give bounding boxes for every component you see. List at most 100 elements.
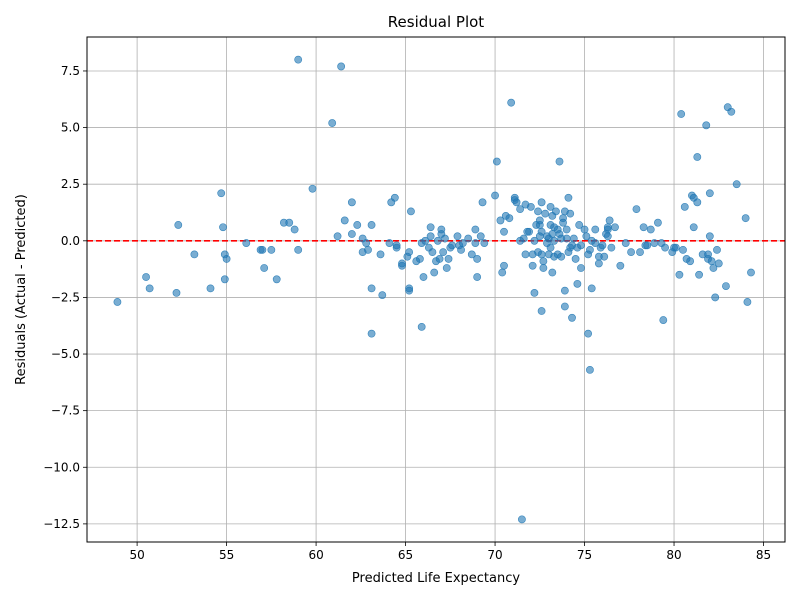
data-point: [541, 209, 550, 218]
data-point: [417, 322, 426, 331]
data-point: [142, 273, 150, 281]
data-point: [496, 216, 505, 225]
data-point: [539, 264, 548, 272]
y-tick-label: 2.5: [61, 177, 80, 191]
data-point: [587, 284, 596, 293]
y-tick-label: −2.5: [51, 290, 80, 304]
y-tick-label: 0.0: [61, 234, 80, 248]
data-point: [464, 234, 473, 243]
data-point: [713, 245, 721, 254]
data-point: [586, 365, 594, 374]
data-point: [568, 313, 576, 322]
data-point: [145, 284, 154, 293]
data-point: [390, 193, 399, 202]
data-point: [491, 191, 499, 200]
data-point: [347, 198, 356, 207]
x-tick-label: 70: [487, 548, 502, 562]
data-point: [471, 239, 480, 247]
data-point: [591, 225, 600, 234]
data-point: [498, 268, 507, 277]
plot-area-frame: [86, 36, 786, 543]
data-point: [679, 245, 687, 254]
data-point: [294, 245, 303, 254]
data-point: [492, 157, 501, 166]
data-point: [457, 245, 465, 254]
data-point: [448, 241, 457, 250]
data-point: [535, 221, 544, 229]
data-point: [258, 245, 267, 254]
data-point: [639, 223, 648, 232]
data-point: [308, 184, 317, 193]
data-point: [741, 214, 750, 223]
data-point: [426, 232, 435, 241]
data-point: [260, 264, 269, 272]
x-tick-label: 80: [666, 548, 681, 562]
data-point: [693, 198, 702, 207]
data-point: [709, 264, 718, 272]
data-point: [272, 275, 281, 284]
data-point: [702, 121, 711, 130]
y-axis-ticks: −12.5 −10.0 −7.5 −5.0 −2.5 0.0 2.5 5.0 7.5: [43, 64, 87, 531]
data-points: [113, 55, 755, 524]
y-axis-title: Residuals (Actual - Predicted): [14, 194, 29, 385]
y-tick-label: 7.5: [61, 64, 80, 78]
x-tick-label: 60: [308, 548, 323, 562]
data-point: [340, 216, 349, 225]
y-tick-label: 5.0: [61, 121, 80, 135]
data-point: [714, 259, 723, 268]
data-point: [392, 241, 401, 250]
data-point: [534, 207, 542, 216]
data-point: [550, 236, 559, 245]
data-point: [560, 286, 569, 295]
data-point: [347, 230, 356, 238]
data-point: [364, 245, 372, 254]
chart-title: Residual Plot: [388, 13, 485, 31]
data-point: [190, 250, 199, 259]
data-point: [419, 273, 428, 281]
data-point: [675, 270, 684, 279]
x-tick-label: 85: [756, 548, 771, 562]
data-point: [337, 62, 346, 71]
data-point: [607, 243, 616, 252]
data-point: [516, 205, 525, 214]
data-point: [405, 248, 414, 257]
data-point: [222, 255, 231, 263]
data-point: [659, 316, 668, 324]
data-point: [537, 198, 546, 207]
data-point: [398, 259, 406, 268]
data-point: [467, 250, 476, 259]
data-point: [636, 248, 644, 257]
data-point: [571, 255, 580, 263]
data-point: [705, 189, 714, 198]
data-point: [333, 232, 342, 241]
data-point: [695, 270, 703, 279]
data-point: [591, 239, 600, 247]
data-point: [680, 202, 689, 211]
data-point: [559, 218, 567, 227]
data-point: [643, 241, 652, 250]
data-point: [294, 55, 303, 64]
data-point: [616, 261, 625, 270]
data-point: [707, 257, 716, 266]
data-point: [430, 268, 439, 277]
data-point: [722, 282, 730, 291]
data-point: [552, 207, 560, 216]
data-point: [473, 273, 482, 281]
x-tick-label: 55: [219, 548, 234, 562]
data-point: [671, 243, 680, 252]
data-point: [747, 268, 755, 277]
data-point: [586, 245, 594, 254]
data-point: [646, 225, 655, 234]
data-point: [267, 245, 276, 254]
y-tick-label: −12.5: [43, 517, 80, 531]
data-point: [557, 252, 566, 261]
data-point: [367, 329, 376, 338]
x-axis-title: Predicted Life Expectancy: [352, 571, 520, 586]
data-point: [407, 207, 415, 216]
data-point: [362, 239, 371, 247]
data-point: [569, 234, 578, 243]
data-point: [580, 225, 589, 234]
y-tick-label: −10.0: [43, 460, 80, 474]
data-point: [603, 225, 612, 234]
